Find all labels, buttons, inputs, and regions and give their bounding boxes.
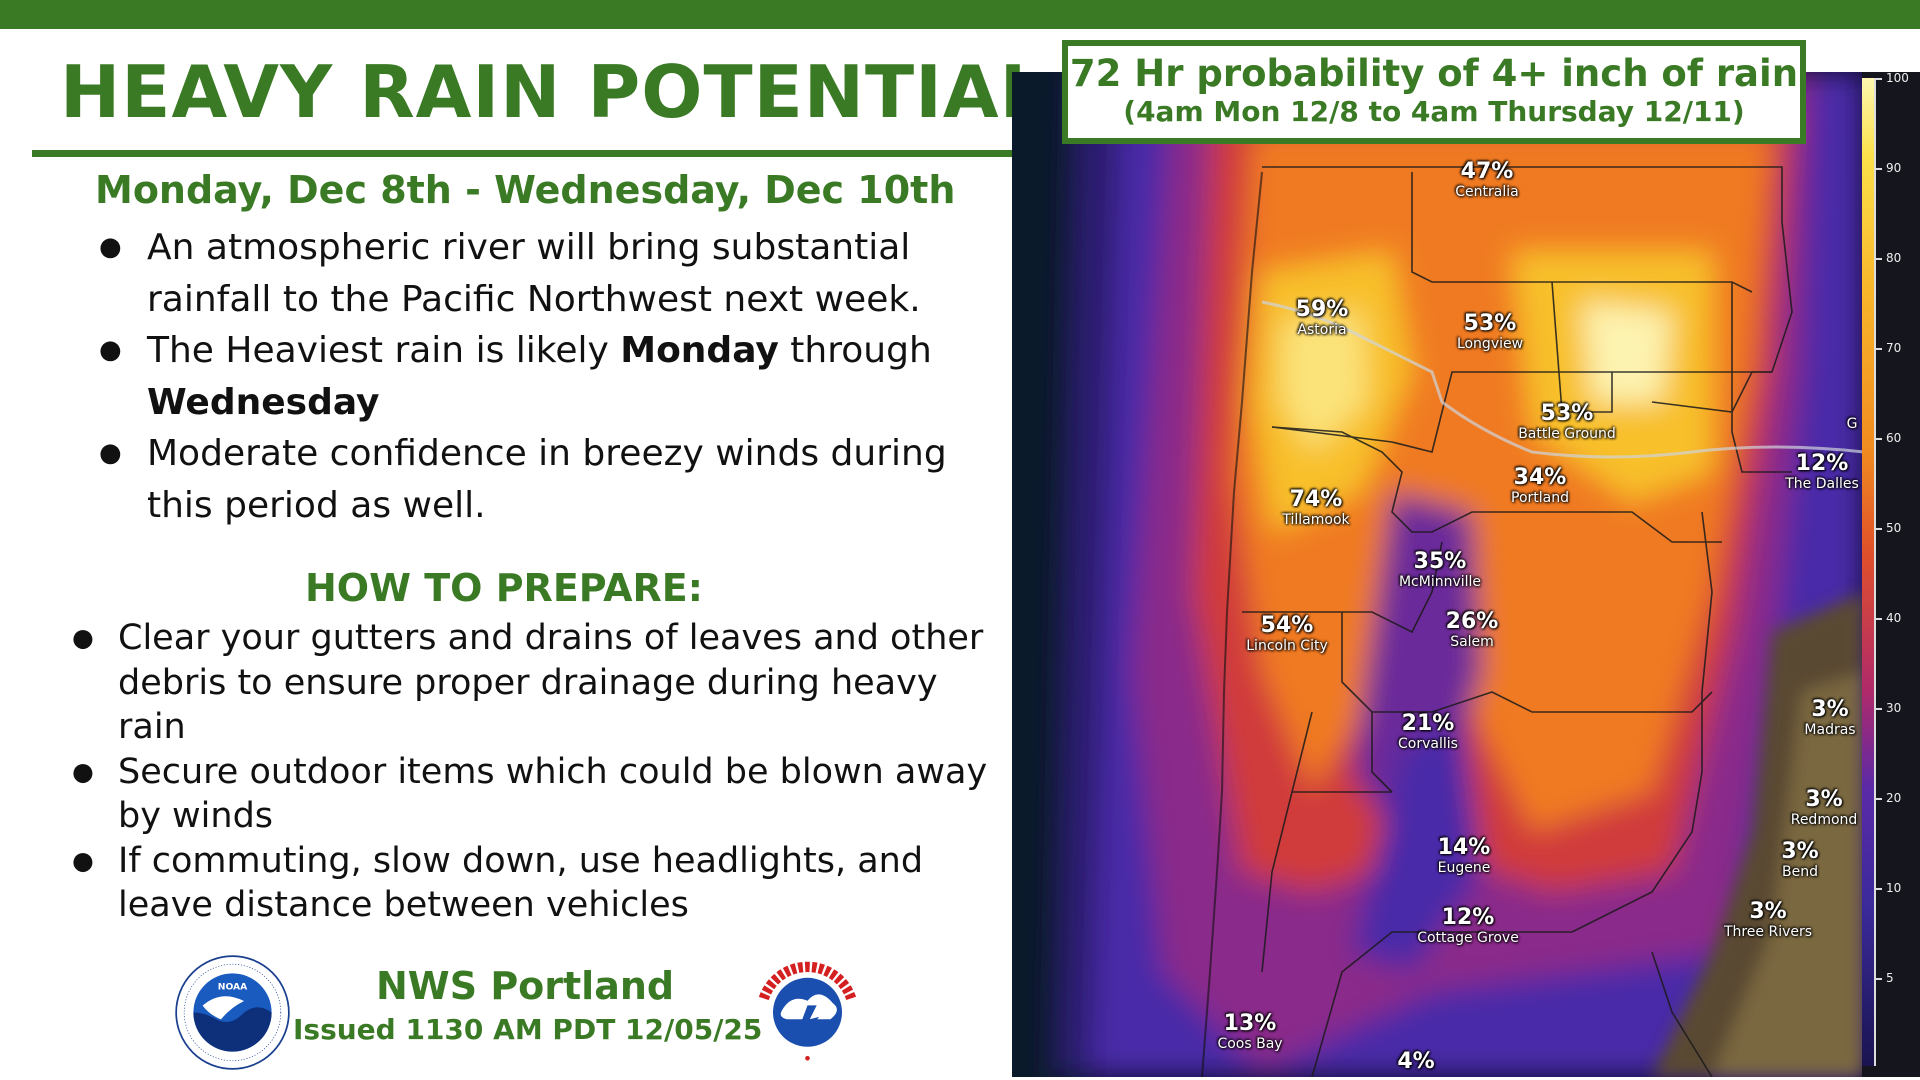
city-label: 47% Centralia <box>1455 159 1519 201</box>
city-label: 3% Three Rivers <box>1723 899 1813 941</box>
office-name: NWS Portland <box>376 964 675 1008</box>
city-label: 3% Madras <box>1804 697 1856 739</box>
prepare-list: Clear your gutters and drains of leaves … <box>68 616 988 928</box>
colorbar-tick <box>1874 618 1882 620</box>
issued-time: Issued 1130 AM PDT 12/05/25 <box>293 1013 763 1046</box>
bullet-item: The Heaviest rain is likely Monday throu… <box>95 325 995 428</box>
city-label: 3% Bend <box>1781 839 1819 881</box>
probability-map: 47% Centralia 59% Astoria 53% Longview 53% B… <box>1012 72 1864 1077</box>
colorbar-tick-label: 60 <box>1886 431 1902 445</box>
colorbar-axis <box>1874 78 1876 1066</box>
city-label: 13% Coos Bay <box>1217 1011 1283 1053</box>
map-title-box: 72 Hr probability of 4+ inch of rain (4a… <box>1062 40 1806 144</box>
colorbar-tick <box>1874 888 1882 890</box>
colorbar-tick-label: 30 <box>1886 701 1902 715</box>
city-label: 53% Battle Ground <box>1518 401 1616 443</box>
svg-text:NOAA: NOAA <box>218 982 248 993</box>
prepare-item: Clear your gutters and drains of leaves … <box>68 616 988 750</box>
city-label: 3% Redmond <box>1790 787 1858 829</box>
colorbar-tick <box>1874 78 1882 80</box>
prepare-item: Secure outdoor items which could be blow… <box>68 750 988 839</box>
colorbar-tick <box>1874 528 1882 530</box>
city-label: 53% Longview <box>1456 311 1524 353</box>
colorbar-tick <box>1874 258 1882 260</box>
colorbar-tick-label: 90 <box>1886 161 1902 175</box>
prepare-item: If commuting, slow down, use headlights,… <box>68 839 988 928</box>
city-label: 74% Tillamook <box>1282 487 1350 529</box>
city-label: 59% Astoria <box>1295 297 1349 339</box>
colorbar-tick <box>1874 708 1882 710</box>
colorbar-legend: 100 90 80 70 60 50 40 30 20 10 5 <box>1862 71 1920 1077</box>
title-divider <box>32 150 1022 157</box>
nws-logo-icon <box>751 953 864 1067</box>
prepare-heading: HOW TO PREPARE: <box>305 566 703 610</box>
probability-map-graphic <box>1012 72 1864 1077</box>
colorbar-tick <box>1874 978 1882 980</box>
city-label: 4% <box>1397 1049 1435 1074</box>
colorbar-tick-label: 20 <box>1886 791 1902 805</box>
forecast-bullets: An atmospheric river will bring substant… <box>95 222 995 531</box>
top-banner-bar <box>0 0 1920 29</box>
bullet-item: An atmospheric river will bring substant… <box>95 222 995 325</box>
date-range: Monday, Dec 8th - Wednesday, Dec 10th <box>95 168 956 212</box>
city-label: 26% Salem <box>1445 609 1499 651</box>
noaa-logo-icon: NOAA <box>175 955 290 1070</box>
colorbar-tick <box>1874 438 1882 440</box>
city-label: 12% Cottage Grove <box>1417 905 1519 947</box>
colorbar-tick-label: 10 <box>1886 881 1902 895</box>
colorbar-tick-label: 100 <box>1886 71 1909 85</box>
map-title: 72 Hr probability of 4+ inch of rain <box>1069 52 1799 95</box>
colorbar-tick-label: 40 <box>1886 611 1902 625</box>
city-label: 14% Eugene <box>1437 835 1491 877</box>
colorbar-tick-label: 80 <box>1886 251 1902 265</box>
colorbar-tick <box>1874 168 1882 170</box>
city-label: 35% McMinnville <box>1398 549 1482 591</box>
edge-label: G <box>1846 416 1858 432</box>
city-label: 54% Lincoln City <box>1246 613 1328 655</box>
bullet-item: Moderate confidence in breezy winds duri… <box>95 428 995 531</box>
colorbar-tick <box>1874 798 1882 800</box>
colorbar-tick-label: 70 <box>1886 341 1902 355</box>
colorbar-tick-label: 5 <box>1886 971 1894 985</box>
map-subtitle: (4am Mon 12/8 to 4am Thursday 12/11) <box>1123 95 1745 128</box>
colorbar-ramp <box>1862 78 1874 1066</box>
colorbar-tick <box>1874 348 1882 350</box>
page-title: HEAVY RAIN POTENTIAL <box>60 50 1047 134</box>
city-label: 34% Portland <box>1511 465 1569 507</box>
colorbar-tick-label: 50 <box>1886 521 1902 535</box>
city-label: 12% The Dalles <box>1785 451 1859 493</box>
city-label: 21% Corvallis <box>1398 711 1458 753</box>
